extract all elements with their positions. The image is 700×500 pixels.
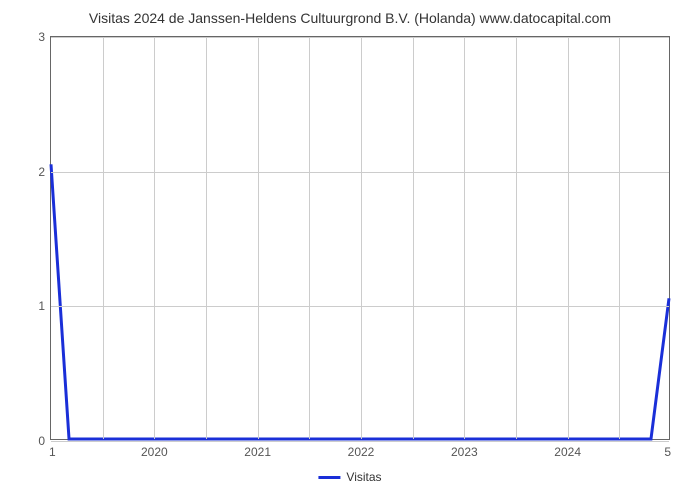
gridline-horizontal bbox=[51, 172, 669, 173]
gridline-vertical bbox=[619, 37, 620, 439]
x-tick-label: 2020 bbox=[141, 439, 168, 459]
x-tick-label: 2022 bbox=[348, 439, 375, 459]
gridline-vertical bbox=[309, 37, 310, 439]
gridline-vertical bbox=[154, 37, 155, 439]
x-tick-label: 2024 bbox=[554, 439, 581, 459]
legend: Visitas bbox=[318, 470, 381, 484]
series-line bbox=[51, 37, 669, 439]
gridline-vertical bbox=[464, 37, 465, 439]
gridline-vertical bbox=[361, 37, 362, 439]
x-secondary-left: 1 bbox=[49, 445, 56, 459]
gridline-vertical bbox=[568, 37, 569, 439]
gridline-vertical bbox=[516, 37, 517, 439]
gridline-horizontal bbox=[51, 37, 669, 38]
chart-title: Visitas 2024 de Janssen-Heldens Cultuurg… bbox=[0, 8, 700, 28]
plot-area: 01232020202120222023202415 bbox=[50, 36, 670, 440]
gridline-vertical bbox=[206, 37, 207, 439]
y-tick-label: 1 bbox=[38, 299, 51, 313]
line-chart: Visitas 2024 de Janssen-Heldens Cultuurg… bbox=[0, 8, 700, 478]
gridline-vertical bbox=[258, 37, 259, 439]
gridline-vertical bbox=[413, 37, 414, 439]
y-tick-label: 3 bbox=[38, 30, 51, 44]
legend-swatch bbox=[318, 476, 340, 479]
x-tick-label: 2023 bbox=[451, 439, 478, 459]
legend-label: Visitas bbox=[346, 470, 381, 484]
x-secondary-right: 5 bbox=[664, 445, 671, 459]
gridline-horizontal bbox=[51, 306, 669, 307]
y-tick-label: 2 bbox=[38, 165, 51, 179]
gridline-vertical bbox=[103, 37, 104, 439]
x-tick-label: 2021 bbox=[244, 439, 271, 459]
